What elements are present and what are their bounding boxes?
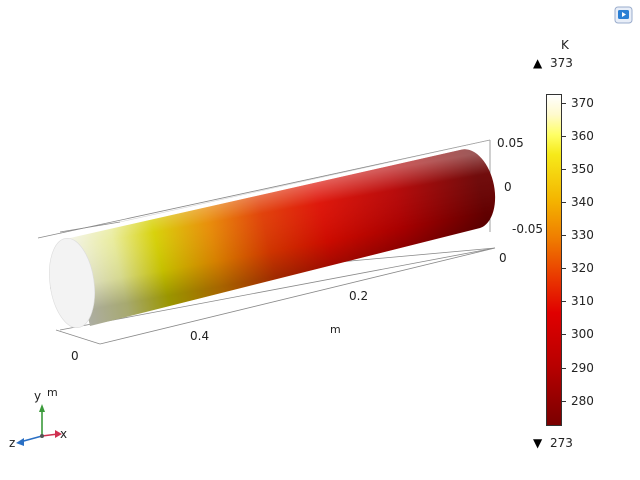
axis-triad xyxy=(16,404,62,446)
colorbar-tick xyxy=(561,401,566,402)
colorbar-tick-label: 290 xyxy=(571,361,594,375)
z-tick-bottom: -0.05 xyxy=(512,222,544,236)
axis-unit-label: m xyxy=(330,323,341,336)
image-export-button[interactable] xyxy=(614,5,634,25)
z-tick-mid: 0 xyxy=(504,180,512,194)
triad-unit-label: m xyxy=(47,386,58,399)
colorbar-tick xyxy=(561,103,566,104)
temperature-cylinder[interactable] xyxy=(44,149,496,330)
x-tick-0-2: 0.2 xyxy=(349,289,369,303)
colorbar-tick xyxy=(561,136,566,137)
colorbar-tick-label: 300 xyxy=(571,327,594,341)
y-origin-label: 0 xyxy=(499,251,507,265)
colorbar-min-label: 273 xyxy=(550,436,573,450)
colorbar-tick xyxy=(561,268,566,269)
colorbar-tick-label: 350 xyxy=(571,162,594,176)
colorbar-unit: K xyxy=(561,38,569,52)
colorbar-tick-label: 280 xyxy=(571,394,594,408)
colorbar-tick-label: 360 xyxy=(571,129,594,143)
colorbar-tick xyxy=(561,202,566,203)
min-arrow-icon: ▼ xyxy=(533,436,543,450)
triad-x-label: x xyxy=(60,427,68,441)
x-origin-label: 0 xyxy=(71,349,79,363)
cylinder-end-cap xyxy=(49,238,95,328)
colorbar-tick-label: 310 xyxy=(571,294,594,308)
colorbar-tick xyxy=(561,368,566,369)
colorbar-tick xyxy=(561,334,566,335)
colorbar-tick xyxy=(561,235,566,236)
max-arrow-icon: ▲ xyxy=(533,56,543,70)
x-tick-0-4: 0.4 xyxy=(190,329,210,343)
colorbar xyxy=(546,94,562,426)
colorbar-max-label: 373 xyxy=(550,56,573,70)
colorbar-tick-label: 340 xyxy=(571,195,594,209)
colorbar-tick-label: 370 xyxy=(571,96,594,110)
triad-z-label: z xyxy=(9,436,16,450)
triad-y-label: y xyxy=(34,389,42,403)
z-tick-top: 0.05 xyxy=(497,136,524,150)
image-export-icon xyxy=(614,6,633,24)
colorbar-tick xyxy=(561,169,566,170)
colorbar-tick-label: 330 xyxy=(571,228,594,242)
colorbar-tick-label: 320 xyxy=(571,261,594,275)
colorbar-tick xyxy=(561,301,566,302)
